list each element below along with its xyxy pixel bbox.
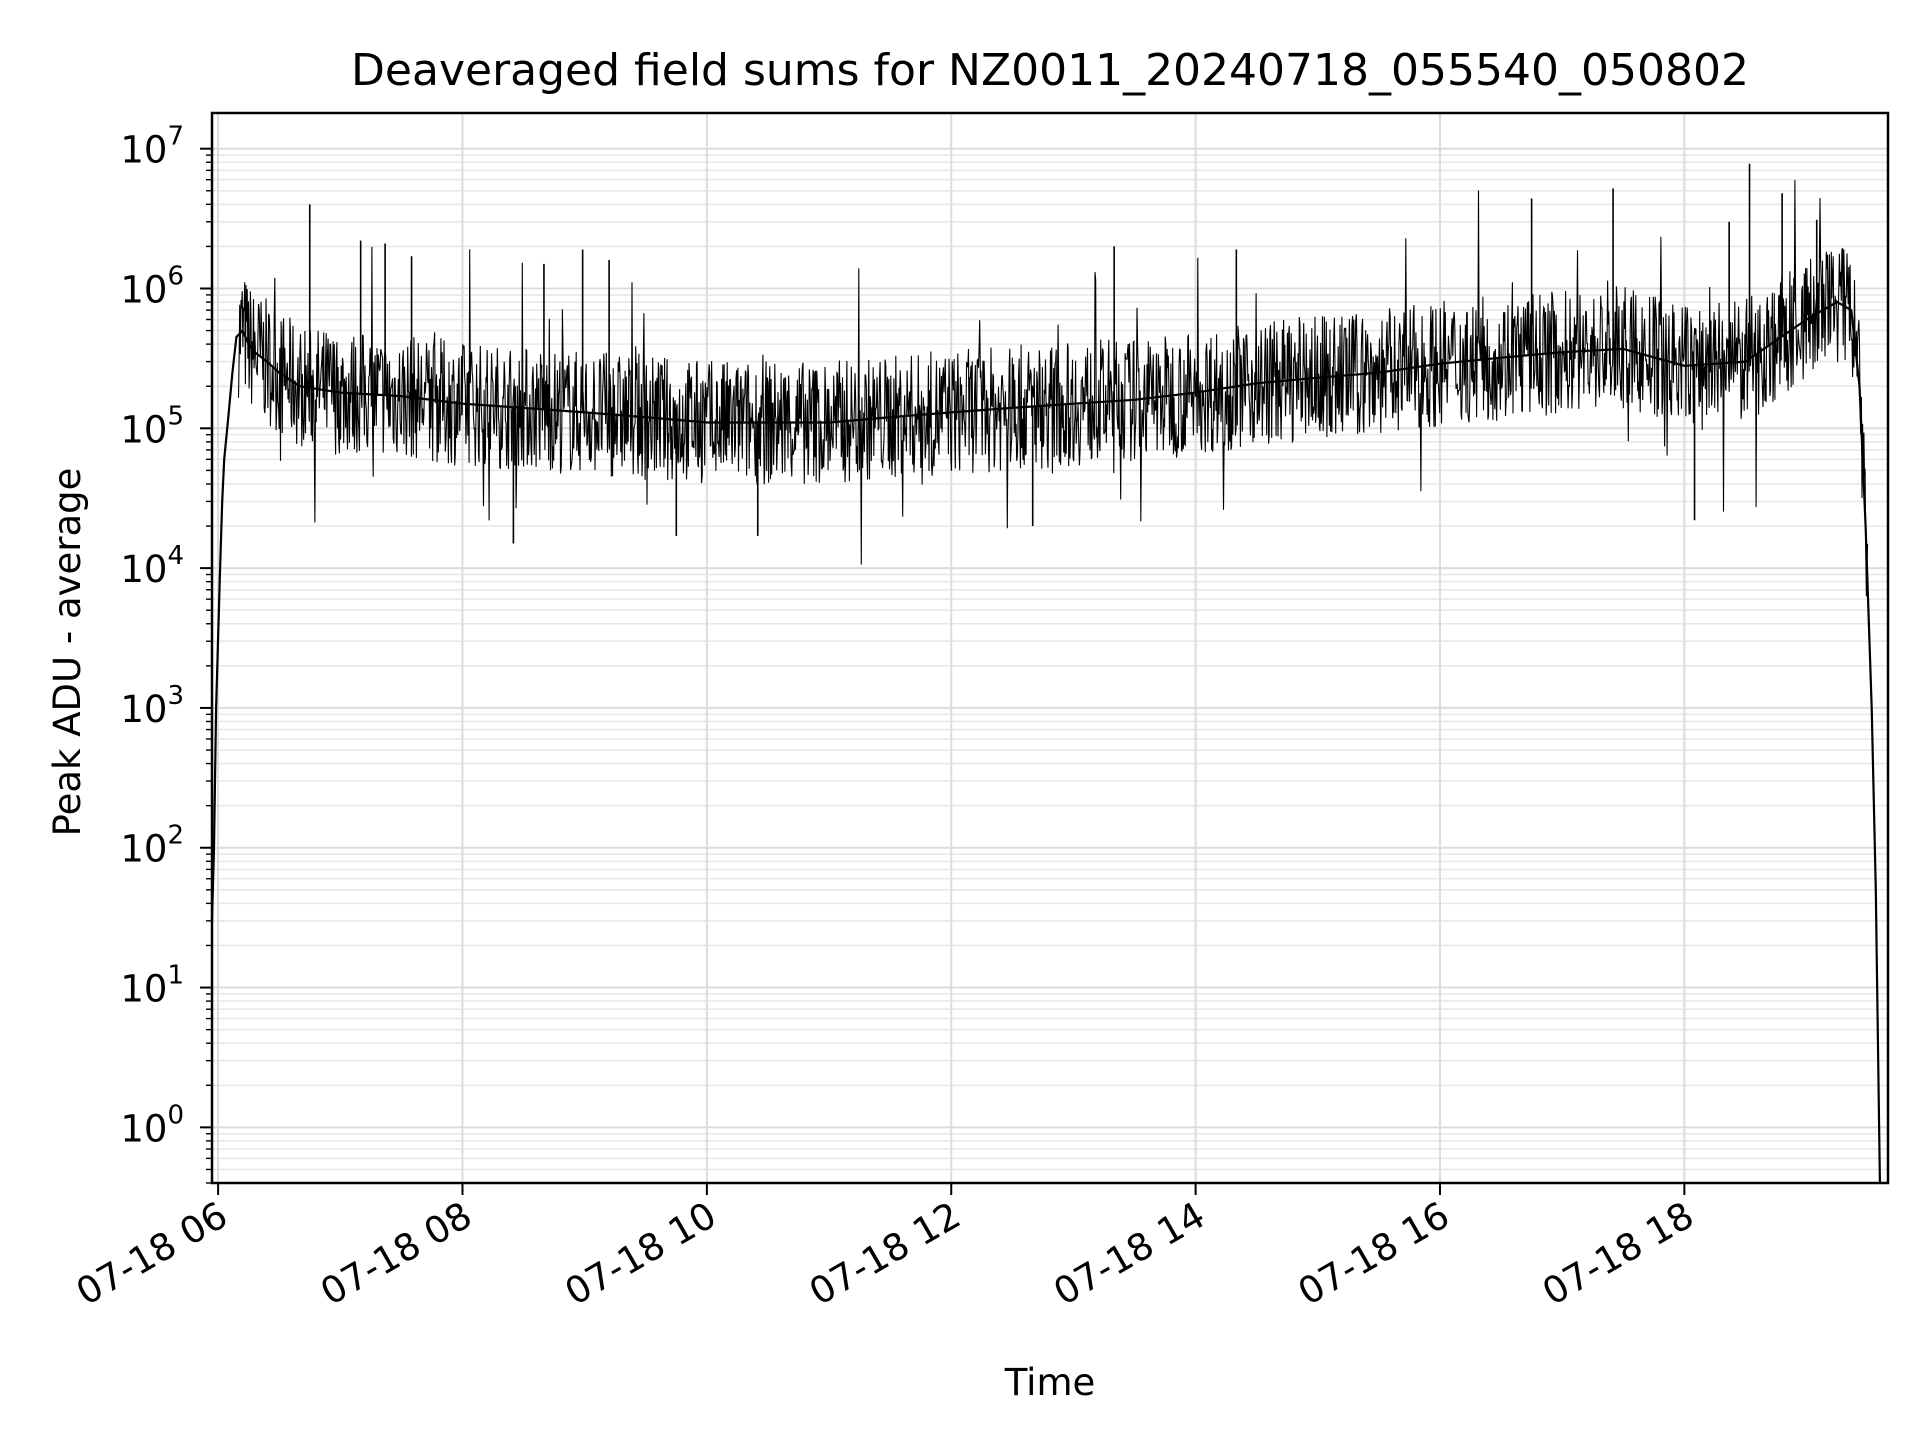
x-axis-ticks: 07-18 06 07-18 08 07-18 10 07-18 12 07-18 14… (69, 1183, 1701, 1314)
y-tick-exponent: 5 (167, 401, 184, 431)
x-tick-label: 07-18 16 (1291, 1194, 1457, 1314)
y-tick-label: 107 (120, 122, 184, 172)
y-tick-label: 103 (120, 681, 184, 731)
y-tick-base: 10 (120, 129, 167, 172)
y-tick-base: 10 (120, 828, 167, 871)
y-tick-base: 10 (120, 688, 167, 731)
series-noise (237, 180, 1869, 597)
y-tick-exponent: 4 (167, 541, 184, 571)
y-tick-exponent: 6 (167, 262, 184, 292)
y-tick-base: 10 (120, 968, 167, 1011)
chart-title: Deaveraged field sums for NZ0011_2024071… (351, 45, 1749, 96)
y-tick-label: 101 (120, 961, 184, 1011)
y-tick-label: 104 (120, 541, 184, 591)
series-layer (210, 163, 1881, 1184)
x-tick-label: 07-18 12 (802, 1194, 968, 1314)
y-tick-base: 10 (120, 548, 167, 591)
y-tick-base: 10 (120, 1107, 167, 1150)
y-tick-exponent: 0 (167, 1100, 184, 1130)
y-tick-exponent: 3 (167, 681, 184, 711)
x-axis-label: Time (1004, 1361, 1096, 1404)
y-tick-label: 100 (120, 1100, 184, 1150)
y-tick-exponent: 2 (167, 821, 184, 851)
y-tick-label: 106 (120, 262, 184, 312)
y-tick-exponent: 7 (167, 122, 184, 152)
x-tick-label: 07-18 08 (313, 1194, 479, 1314)
y-tick-base: 10 (120, 269, 167, 312)
x-tick-label: 07-18 14 (1047, 1194, 1213, 1314)
y-tick-label: 102 (120, 821, 184, 871)
y-tick-exponent: 1 (167, 961, 184, 991)
x-tick-label: 07-18 10 (558, 1194, 724, 1314)
plot-area-frame (210, 111, 1890, 1185)
y-axis-label: Peak ADU - average (46, 468, 89, 837)
grid-lines (212, 113, 1888, 1184)
x-tick-label: 07-18 18 (1535, 1194, 1701, 1314)
y-tick-label: 105 (120, 401, 184, 451)
x-tick-label: 07-18 06 (69, 1194, 235, 1314)
y-tick-base: 10 (120, 408, 167, 451)
